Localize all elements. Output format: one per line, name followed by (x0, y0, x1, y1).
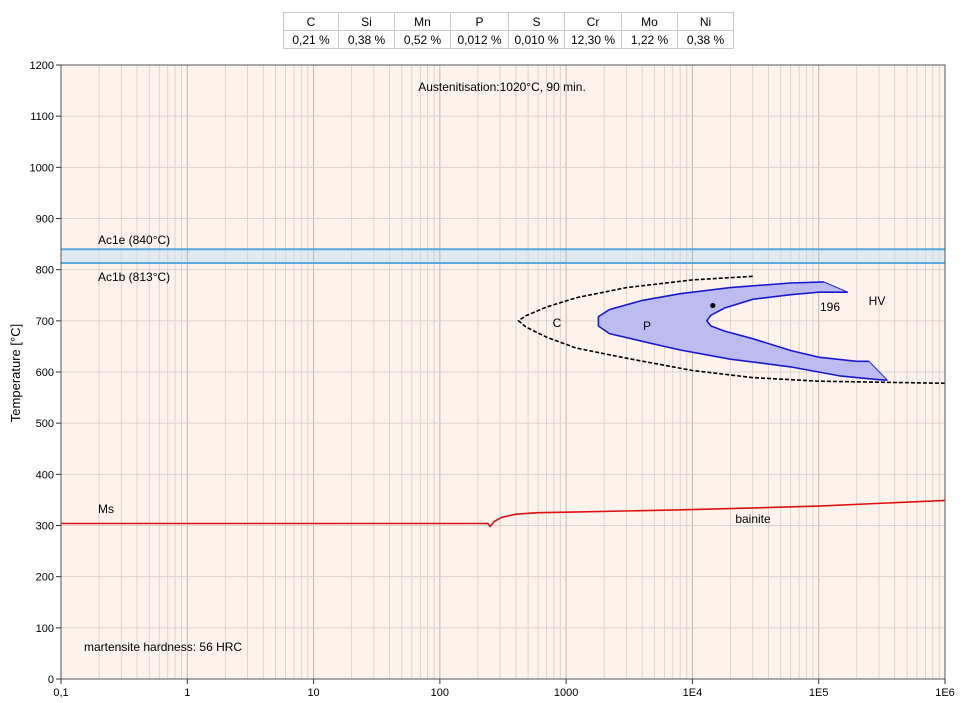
ac1e-label: Ac1e (840°C) (98, 233, 170, 247)
y-axis-label: Temperature [°C] (8, 324, 23, 422)
element-mn-value: 0,52 % (394, 30, 451, 49)
pearlite-cap-top (823, 281, 848, 293)
austenitisation-label: Austenitisation:1020°C, 90 min. (418, 80, 586, 94)
x-tick-label: 1E5 (809, 687, 829, 699)
y-tick-label: 100 (36, 623, 54, 635)
element-mo-value: 1,22 % (621, 30, 678, 49)
carbide-curve (517, 275, 946, 385)
element-mn: Mn (394, 12, 451, 31)
y-tick-label: 300 (36, 521, 54, 533)
ac1b-label: Ac1b (813°C) (98, 270, 170, 284)
y-tick-label: 1000 (30, 162, 54, 174)
element-si-value: 0,38 % (338, 30, 395, 49)
y-tick-label: 400 (36, 469, 54, 481)
x-tick-label: 1E4 (683, 687, 703, 699)
ms-label: Ms (98, 502, 114, 516)
x-tick-label: 100 (431, 687, 449, 699)
pearlite-finish-line (705, 291, 869, 363)
martensite-hardness-label: martensite hardness: 56 HRC (84, 640, 242, 654)
x-tick-label: 0,1 (53, 687, 68, 699)
y-tick-label: 600 (36, 367, 54, 379)
y-tick-label: 1100 (30, 111, 54, 123)
x-tick-label: 10 (307, 687, 319, 699)
y-tick-label: 900 (36, 214, 54, 226)
composition-values-row: 0,21 % 0,38 % 0,52 % 0,012 % 0,010 % 12,30 % 1… (283, 30, 734, 49)
element-ni-value: 0,38 % (677, 30, 734, 49)
element-mo: Mo (621, 12, 678, 31)
pearlite-cap-bottom (868, 360, 888, 381)
ac-band (61, 249, 945, 264)
x-tick-label: 1E6 (935, 687, 955, 699)
y-tick-label: 800 (36, 265, 54, 277)
pearlite-region (598, 281, 888, 381)
element-cr: Cr (564, 12, 622, 31)
y-tick-label: 700 (36, 316, 54, 328)
axes: 0100200300400500600700800900100011001200… (30, 60, 955, 699)
element-p-value: 0,012 % (450, 30, 509, 49)
y-tick-label: 0 (48, 674, 54, 686)
x-tick-label: 1000 (554, 687, 578, 699)
composition-elements-row: C Si Mn P S Cr Mo Ni (283, 12, 734, 31)
x-tick-label: 1 (184, 687, 190, 699)
hardness-unit-label: HV (869, 294, 886, 308)
hardness-value-label: 196 (820, 300, 840, 314)
bainite-label: bainite (735, 512, 771, 526)
composition-table: C Si Mn P S Cr Mo Ni 0,21 % 0,38 % 0,52 % 0,012 % 0… (283, 12, 734, 49)
element-s-value: 0,010 % (508, 30, 565, 49)
hardness-marker (710, 302, 716, 309)
pearlite-label: P (643, 319, 651, 333)
y-tick-label: 1200 (30, 60, 54, 72)
c-curve-label: C (553, 316, 562, 330)
pearlite-start-line (597, 281, 888, 381)
ms-line (61, 499, 946, 528)
y-tick-label: 200 (36, 572, 54, 584)
element-cr-value: 12,30 % (564, 30, 622, 49)
element-c-value: 0,21 % (283, 30, 339, 49)
y-tick-label: 500 (36, 418, 54, 430)
